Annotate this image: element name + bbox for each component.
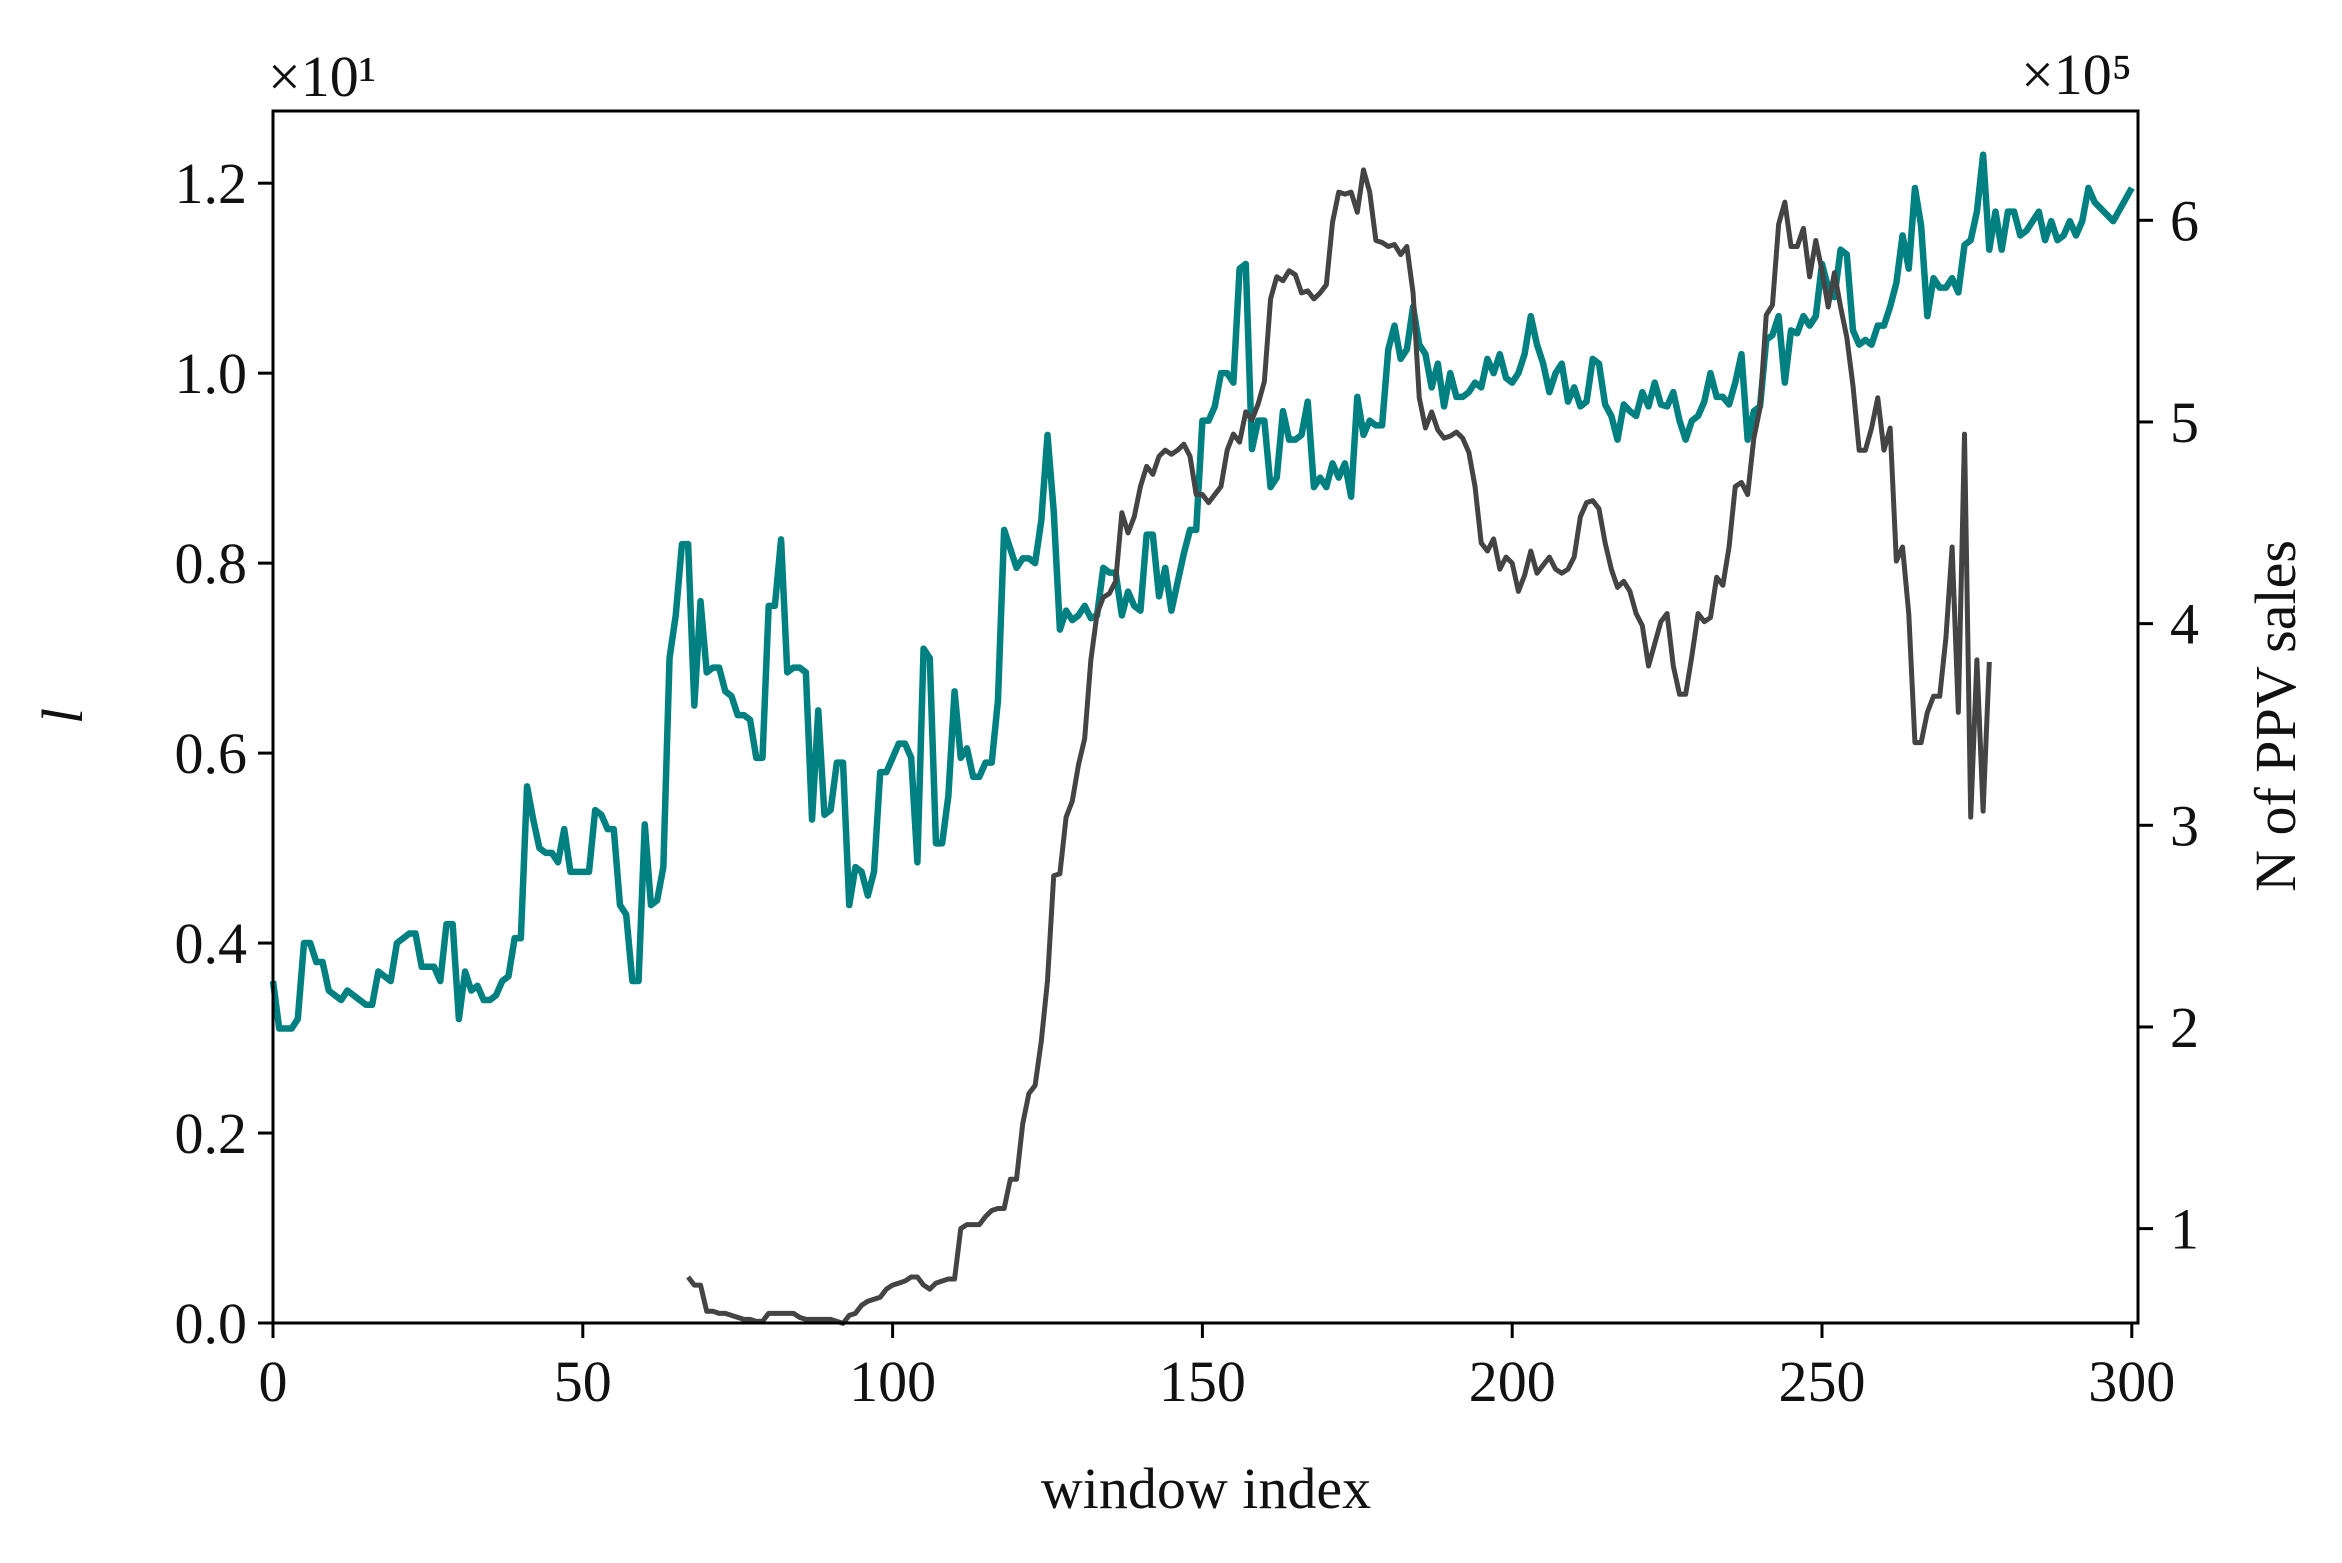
y-tick-label: 0.2: [175, 1101, 248, 1166]
data-line: [686, 167, 1992, 1326]
x-tick-label: 100: [849, 1349, 936, 1414]
y2-axis-label: N of PPV sales: [2243, 540, 2308, 892]
y2-offset-label: ×10⁵: [2021, 42, 2132, 107]
x-tick-label: 300: [2088, 1349, 2175, 1414]
plot-frame: [271, 109, 2140, 1325]
x-axis-label: window index: [1041, 1456, 1371, 1521]
y2-tick-label: 2: [2170, 995, 2199, 1060]
y-tick-label: 0.6: [175, 721, 248, 786]
x-tick-label: 0: [259, 1349, 288, 1414]
x-tick-label: 150: [1159, 1349, 1246, 1414]
x-tick-label: 200: [1469, 1349, 1556, 1414]
y-tick-label: 1.2: [175, 151, 248, 216]
y2-tick-label: 1: [2170, 1197, 2199, 1262]
y-tick-label: 0.0: [175, 1291, 248, 1356]
x-tick-label: 250: [1779, 1349, 1866, 1414]
y-tick-label: 0.8: [175, 531, 248, 596]
data-line: [269, 151, 2135, 1032]
y2-tick-label: 4: [2170, 592, 2199, 657]
y2-tick-label: 5: [2170, 390, 2199, 455]
y2-tick-label: 6: [2170, 188, 2199, 253]
y2-tick-label: 3: [2170, 793, 2199, 858]
y-axis-label: l: [30, 708, 95, 724]
y-offset-label: ×10¹: [268, 44, 376, 109]
y-tick-label: 1.0: [175, 341, 248, 406]
x-tick-label: 50: [554, 1349, 612, 1414]
y-tick-label: 0.4: [175, 911, 248, 976]
